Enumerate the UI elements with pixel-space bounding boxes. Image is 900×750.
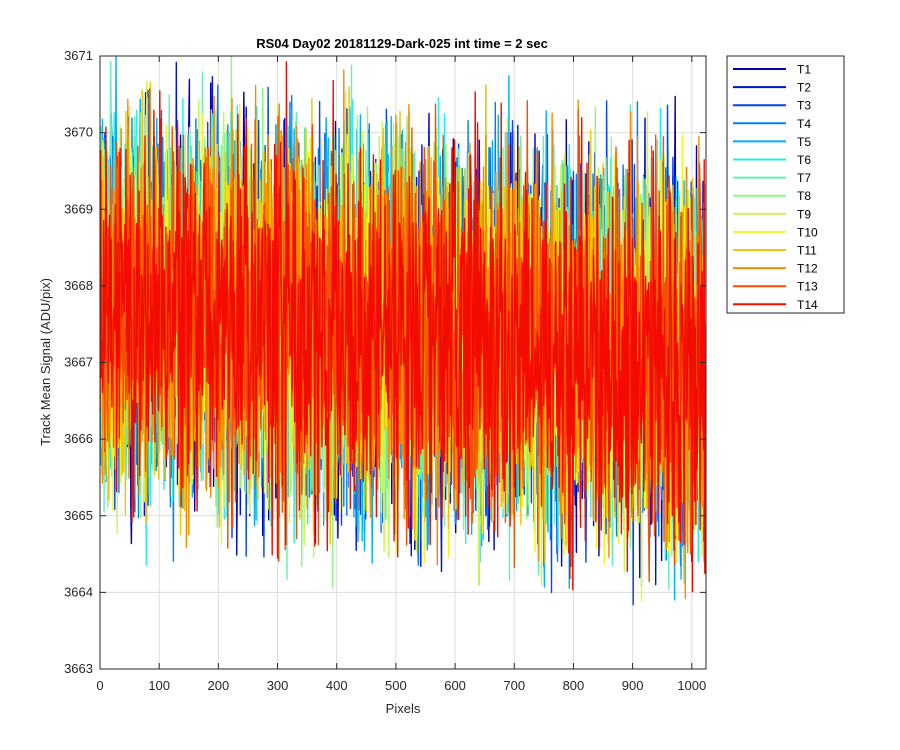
legend-label-T14: T14: [797, 298, 818, 312]
legend-label-T9: T9: [797, 207, 811, 221]
legend-label-T11: T11: [797, 244, 817, 258]
y-axis-label: Track Mean Signal (ADU/pix): [38, 278, 53, 446]
y-tick-label: 3667: [64, 355, 93, 370]
y-tick-label: 3668: [64, 278, 93, 293]
y-tick-label: 3664: [64, 584, 93, 599]
y-tick-label: 3665: [64, 508, 93, 523]
legend-label-T12: T12: [797, 262, 818, 276]
y-tick-label: 3669: [64, 201, 93, 216]
legend-label-T4: T4: [797, 117, 811, 131]
legend: T1 T2 T3 T4 T5 T6 T7 T8 T9 T10 T11 T12 T13 T14: [726, 55, 845, 314]
x-tick-label: 400: [326, 678, 348, 693]
x-tick-label: 800: [563, 678, 585, 693]
legend-box: [726, 55, 845, 314]
legend-label-T5: T5: [797, 135, 811, 149]
y-tick-label: 3671: [64, 48, 93, 63]
x-axis-label: Pixels: [386, 701, 421, 716]
x-tick-label: 100: [148, 678, 170, 693]
legend-label-T3: T3: [797, 99, 811, 113]
y-tick-label: 3670: [64, 125, 93, 140]
x-tick-label: 900: [622, 678, 644, 693]
x-tick-label: 1000: [677, 678, 706, 693]
axis-ticks: 0 100 200 300 400 500 600 700 800 900 1000 3663 3664…: [64, 48, 706, 693]
series-line-T14: [100, 61, 706, 593]
legend-label-T1: T1: [797, 63, 811, 77]
chart-title: RS04 Day02 20181129-Dark-025 int time = …: [256, 36, 548, 51]
legend-label-T7: T7: [797, 171, 811, 185]
x-tick-label: 700: [503, 678, 525, 693]
y-tick-label: 3666: [64, 431, 93, 446]
x-tick-label: 300: [267, 678, 289, 693]
legend-label-T8: T8: [797, 189, 811, 203]
y-tick-label: 3663: [64, 661, 93, 676]
legend-label-T6: T6: [797, 153, 811, 167]
legend-label-T10: T10: [797, 225, 818, 239]
x-tick-label: 600: [444, 678, 466, 693]
legend-label-T13: T13: [797, 280, 818, 294]
x-tick-label: 200: [208, 678, 230, 693]
x-tick-label: 0: [96, 678, 103, 693]
plot-lines: [100, 56, 706, 606]
x-tick-label: 500: [385, 678, 407, 693]
legend-label-T2: T2: [797, 81, 811, 95]
